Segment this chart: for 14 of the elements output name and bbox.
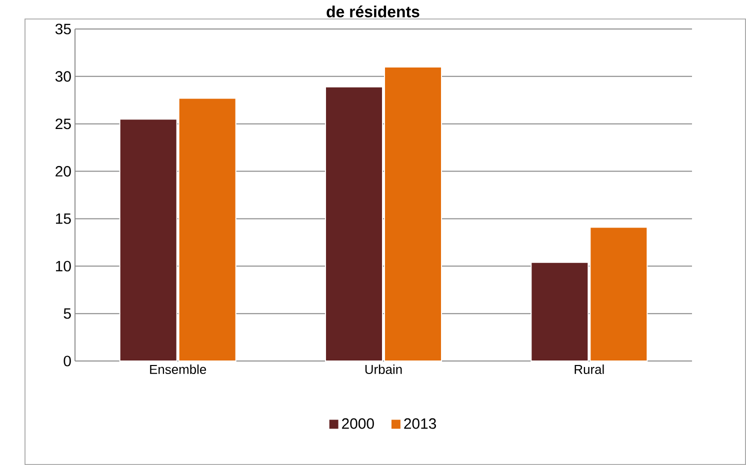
y-tick-label: 30: [55, 71, 71, 82]
x-tick-label: Rural: [574, 364, 604, 374]
y-tick-label: 35: [55, 24, 71, 34]
legend-label: 2013: [404, 418, 436, 429]
y-tick-label: 5: [64, 308, 71, 319]
y-tick-label: 15: [56, 214, 71, 224]
legend-label: 2000: [342, 418, 374, 429]
y-tick-label: 20: [56, 166, 71, 177]
x-tick-label: Urbain: [365, 364, 402, 374]
y-tick-label: 0: [64, 356, 71, 366]
y-tick-label: 10: [56, 260, 71, 272]
x-tick-label: Ensemble: [150, 364, 206, 374]
y-tick-label: 25: [56, 118, 71, 130]
chart-title: de résidents: [326, 6, 420, 18]
